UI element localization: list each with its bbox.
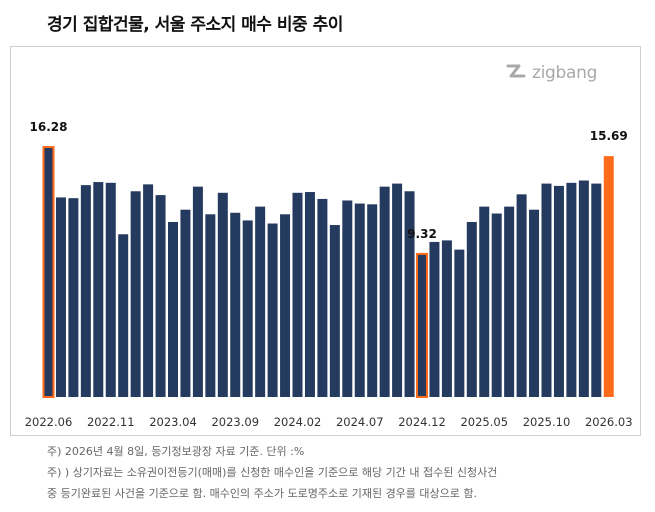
x-tick-label: 2025.10 bbox=[523, 415, 571, 429]
bar-2024.09 bbox=[379, 186, 390, 397]
bar-2022.11 bbox=[105, 182, 116, 397]
bar-2026.03 bbox=[603, 156, 614, 397]
x-tick-label: 2022.11 bbox=[87, 415, 135, 429]
bar-2024.11 bbox=[404, 191, 415, 397]
bar-2023.08 bbox=[217, 192, 228, 397]
x-tick-label: 2025.05 bbox=[460, 415, 508, 429]
bar-2023.05 bbox=[180, 209, 191, 397]
bar-2026.02 bbox=[591, 183, 602, 397]
bar-2025.08 bbox=[516, 194, 527, 397]
bar-2024.07 bbox=[354, 203, 365, 397]
footnote-source: 주) 2026년 4월 8일, 등기정보광장 자료 기준. 단위 :% bbox=[47, 445, 305, 458]
bar-2024.05 bbox=[329, 225, 340, 397]
chart-title: 경기 집합건물, 서울 주소지 매수 비중 추이 bbox=[47, 15, 343, 35]
bar-2026.01 bbox=[578, 180, 589, 397]
bar-2023.04 bbox=[168, 221, 178, 397]
bar-2024.02 bbox=[292, 192, 303, 397]
bar-2025.04 bbox=[466, 221, 477, 397]
footnotes: 주) 2026년 4월 8일, 등기정보광장 자료 기준. 단위 :% 주) )… bbox=[47, 441, 647, 504]
bar-2023.12 bbox=[267, 223, 278, 397]
bar-2022.08 bbox=[68, 198, 79, 397]
data-label-2022.06: 16.28 bbox=[30, 120, 68, 134]
bar-2023.09 bbox=[230, 212, 241, 397]
bar-2023.03 bbox=[155, 195, 166, 397]
bar-2022.07 bbox=[55, 197, 66, 397]
bar-2024.04 bbox=[317, 198, 328, 397]
x-tick-label: 2024.12 bbox=[398, 415, 446, 429]
data-label-2026.03: 15.69 bbox=[590, 129, 628, 143]
bar-2025.12 bbox=[566, 182, 577, 397]
bar-2023.10 bbox=[242, 220, 253, 397]
x-tick-label: 2023.04 bbox=[149, 415, 197, 429]
bar-2025.09 bbox=[529, 209, 540, 397]
zigbang-logo-text: zigbang bbox=[532, 63, 598, 83]
x-tick-label: 2023.09 bbox=[211, 415, 259, 429]
bar-2022.10 bbox=[93, 182, 104, 397]
x-tick-label: 2024.02 bbox=[274, 415, 322, 429]
bar-2022.12 bbox=[118, 234, 129, 397]
footnote-method-cont: 중 등기완료된 사건을 기준으로 함. 매수인의 주소가 도로명주소로 기재된 … bbox=[47, 487, 478, 500]
bar-2025.05 bbox=[479, 206, 490, 397]
bar-2023.01 bbox=[130, 191, 141, 397]
bar-2024.06 bbox=[342, 200, 353, 397]
bar-2025.07 bbox=[504, 206, 515, 397]
footnote-method: 주) ) 상기자료는 소유권이전등기(매매)를 신청한 매수인을 기준으로 해당… bbox=[47, 466, 498, 479]
x-tick-label: 2026.03 bbox=[585, 415, 633, 429]
bar-2025.06 bbox=[491, 213, 502, 397]
bar-2024.03 bbox=[304, 192, 315, 397]
bar-2025.10 bbox=[541, 183, 552, 397]
bar-2023.11 bbox=[255, 206, 266, 397]
data-label-2024.12: 9.32 bbox=[407, 227, 437, 241]
x-tick-label: 2024.07 bbox=[336, 415, 384, 429]
bar-2023.07 bbox=[205, 214, 216, 397]
bar-2025.11 bbox=[553, 185, 564, 397]
bar-2023.06 bbox=[192, 186, 203, 397]
bar-2024.12 bbox=[416, 252, 428, 398]
bar-2024.01 bbox=[280, 214, 291, 397]
zigbang-logo-icon bbox=[505, 62, 527, 84]
bar-2023.02 bbox=[143, 184, 154, 397]
bar-2024.10 bbox=[392, 183, 403, 397]
bar-2025.02 bbox=[441, 240, 452, 397]
bar-2022.06 bbox=[42, 146, 55, 398]
chart-frame bbox=[10, 46, 641, 436]
bar-2022.09 bbox=[80, 185, 91, 397]
x-tick-label: 2022.06 bbox=[25, 415, 73, 429]
bar-2025.01 bbox=[429, 241, 440, 397]
bar-2024.08 bbox=[367, 204, 378, 397]
bar-2025.03 bbox=[454, 249, 465, 397]
zigbang-logo: zigbang bbox=[505, 62, 597, 84]
